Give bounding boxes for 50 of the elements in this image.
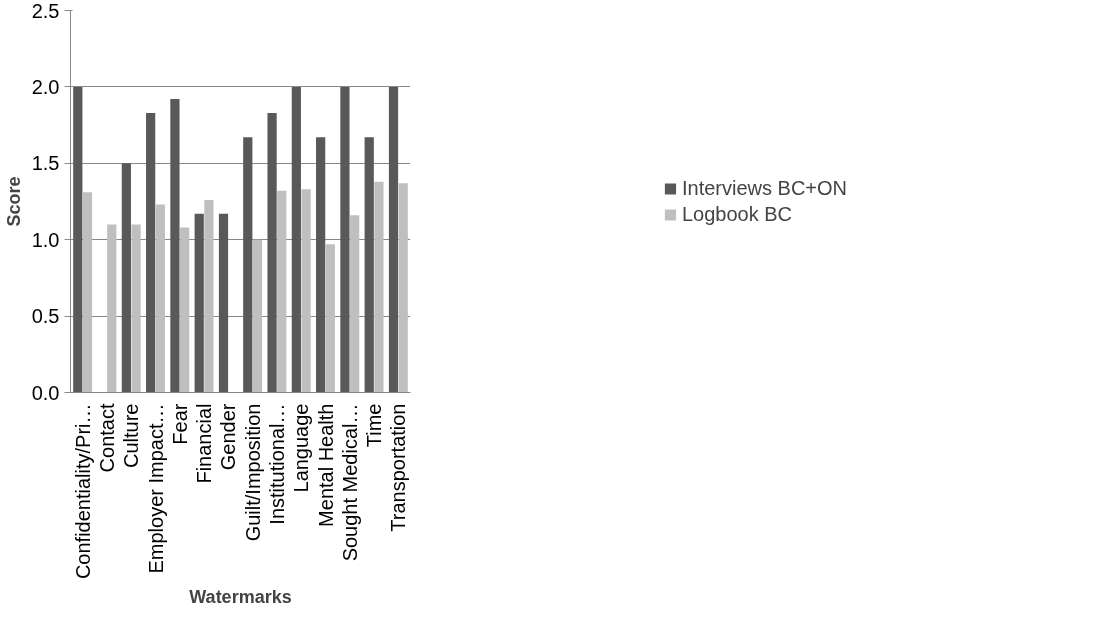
legend-label: Interviews BC+ON (681, 176, 848, 200)
bar (107, 224, 117, 393)
bar (340, 86, 350, 393)
bar (325, 244, 335, 393)
bar (277, 190, 287, 393)
bar (146, 112, 156, 393)
bar (180, 227, 190, 393)
y-tick-label: 1.0 (31, 228, 60, 251)
legend-label: Logbook BC (681, 202, 793, 226)
bar (374, 181, 384, 393)
bar (267, 112, 277, 393)
bar (316, 137, 326, 393)
bar (131, 224, 141, 393)
x-tick-label: Time (363, 403, 386, 448)
x-tick-label: Gender (217, 403, 240, 471)
x-tick-label: Transportation (387, 403, 410, 532)
bar (388, 86, 399, 393)
bar (291, 86, 301, 393)
x-tick-label: Institutional… (265, 403, 288, 525)
bar (301, 189, 311, 393)
bar (252, 239, 263, 393)
x-tick-label: Sought Medical… (338, 403, 361, 562)
bar (243, 137, 253, 393)
bar (194, 213, 204, 393)
y-tick-label: 0.5 (31, 305, 60, 328)
x-tick-label: Contact (95, 403, 118, 473)
y-tick-label: 1.5 (31, 152, 60, 175)
x-tick-label: Language (290, 403, 313, 493)
bar (218, 213, 229, 393)
bar (121, 163, 131, 393)
bar (398, 183, 408, 393)
x-axis-title: Watermarks (189, 587, 292, 608)
y-tick-label: 0.0 (31, 381, 60, 404)
bar (350, 215, 360, 393)
bar (204, 199, 214, 393)
bar (155, 204, 165, 393)
x-tick-label: Employer Impact… (144, 403, 167, 574)
x-tick-label: Mental Health (314, 403, 337, 527)
y-tick-label: 2.5 (31, 0, 60, 22)
x-tick-label: Guilt/Imposition (241, 403, 264, 542)
x-tick-label: Financial (193, 403, 216, 484)
x-tick-label: Confidentiality/Pri… (71, 403, 94, 580)
bar (364, 137, 374, 393)
y-axis-title: Score (3, 176, 24, 227)
y-tick-label: 2.0 (31, 75, 60, 98)
x-tick-label: Fear (168, 403, 191, 445)
x-tick-label: Culture (120, 403, 143, 468)
bar (73, 86, 83, 393)
bar (82, 192, 93, 393)
bar (170, 99, 180, 393)
